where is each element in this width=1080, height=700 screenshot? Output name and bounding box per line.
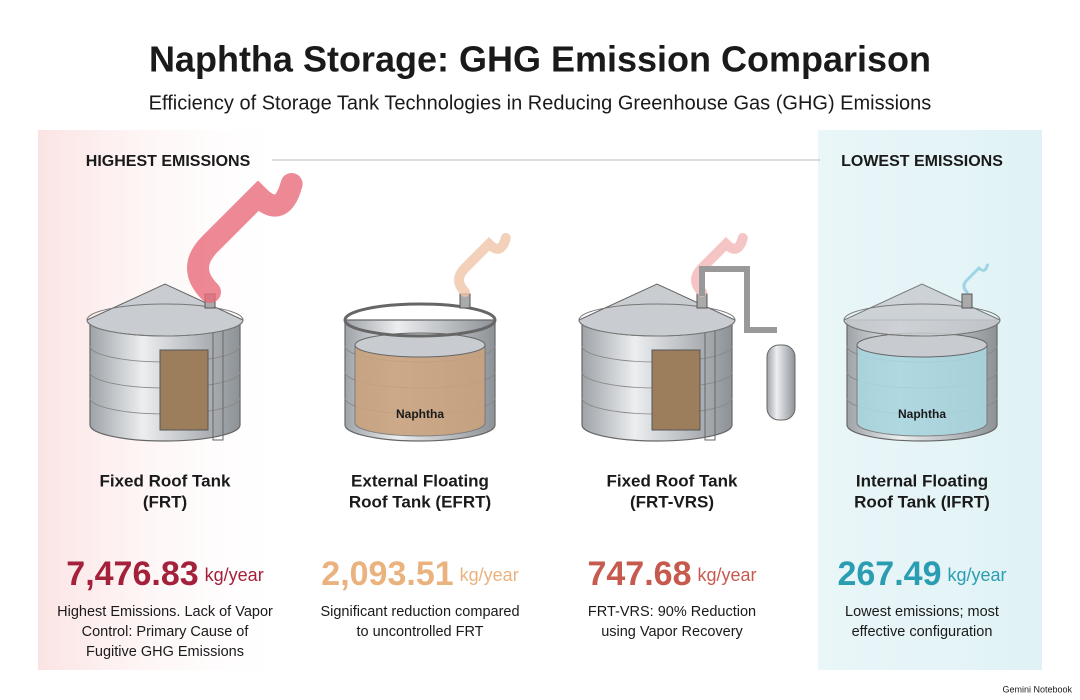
liquid xyxy=(856,344,988,437)
vent xyxy=(961,293,973,309)
tanks: Fixed Roof Tank (FRT) 7,476.83 kg/year Highe… xyxy=(57,173,1007,660)
floating-roof xyxy=(354,332,486,358)
emission-value: 267.49 kg/year xyxy=(837,555,1006,593)
tank-name: Roof Tank (EFRT) xyxy=(349,492,491,511)
roof-edge xyxy=(843,303,1001,337)
emission-value: 7,476.83 kg/year xyxy=(66,555,263,593)
smoke xyxy=(454,233,511,297)
tank-name: Roof Tank (IFRT) xyxy=(854,492,990,511)
smoke xyxy=(187,173,303,303)
tank-name: Fixed Roof Tank xyxy=(100,471,232,490)
scale-left: HIGHEST EMISSIONS xyxy=(86,153,251,170)
scale-right: LOWEST EMISSIONS xyxy=(841,153,1003,170)
value-number: 2,093.51 xyxy=(321,555,453,593)
tank-name: Internal Floating xyxy=(856,471,988,490)
window xyxy=(651,349,701,431)
tank-name: Fixed Roof Tank xyxy=(607,471,739,490)
description: Lowest emissions; most xyxy=(845,604,999,620)
value-number: 267.49 xyxy=(837,555,941,593)
liquid xyxy=(354,344,486,437)
description: Highest Emissions. Lack of Vapor xyxy=(57,604,273,620)
window xyxy=(159,349,209,431)
floating-roof xyxy=(856,332,988,358)
value-unit: kg/year xyxy=(205,565,264,585)
description: using Vapor Recovery xyxy=(601,624,743,640)
liquid-label: Naphtha xyxy=(898,407,946,421)
roof-edge xyxy=(578,303,736,337)
footer: Gemini Notebook xyxy=(1002,684,1072,694)
value-number: 747.68 xyxy=(587,555,691,593)
description: effective configuration xyxy=(852,624,993,640)
tank-name: External Floating xyxy=(351,471,489,490)
emission-value: 2,093.51 kg/year xyxy=(321,555,518,593)
description: FRT-VRS: 90% Reduction xyxy=(588,604,756,620)
recovery-unit xyxy=(766,344,796,421)
rim xyxy=(343,302,497,338)
smoke xyxy=(962,263,989,294)
value-unit: kg/year xyxy=(697,565,756,585)
description: Control: Primary Cause of xyxy=(82,624,250,640)
tank-name: (FRT-VRS) xyxy=(630,492,714,511)
value-unit: kg/year xyxy=(947,565,1006,585)
description: Fugitive GHG Emissions xyxy=(86,644,244,660)
subtitle: Efficiency of Storage Tank Technologies … xyxy=(149,92,932,114)
title: Naphtha Storage: GHG Emission Comparison xyxy=(149,39,931,80)
value-number: 7,476.83 xyxy=(66,555,198,593)
description: Significant reduction compared xyxy=(320,604,519,620)
value-unit: kg/year xyxy=(460,565,519,585)
liquid-label: Naphtha xyxy=(396,407,444,421)
vapor-pipe xyxy=(699,266,777,333)
roof-edge xyxy=(86,303,244,337)
tank-name: (FRT) xyxy=(143,492,187,511)
smoke xyxy=(691,233,748,297)
roof xyxy=(578,283,736,337)
emission-value: 747.68 kg/year xyxy=(587,555,756,593)
description: to uncontrolled FRT xyxy=(356,624,483,640)
